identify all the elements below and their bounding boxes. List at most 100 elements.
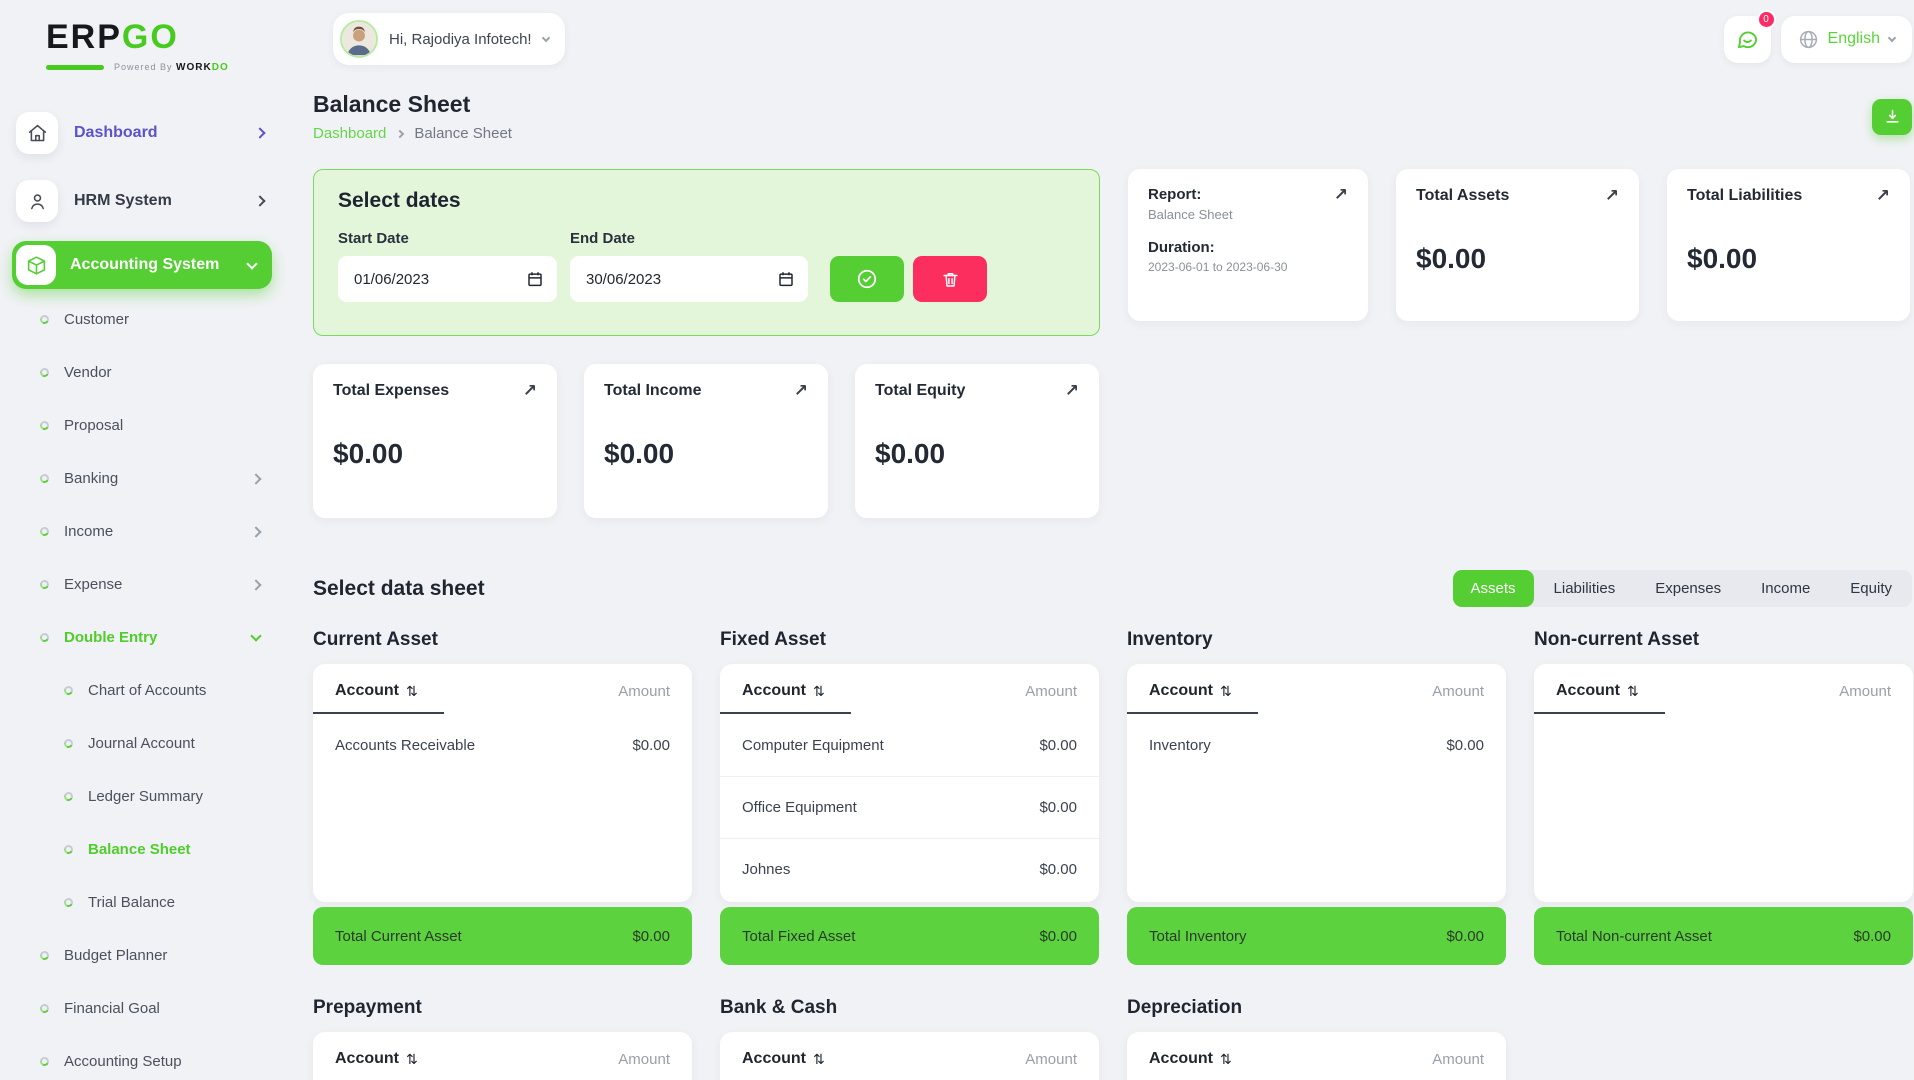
account-sort-header[interactable]: Account ⇅ (720, 1032, 851, 1080)
tab-expenses[interactable]: Expenses (1655, 580, 1722, 597)
language-selector[interactable]: English (1780, 15, 1912, 63)
chat-icon (1737, 30, 1757, 48)
tab-assets[interactable]: Assets (1452, 570, 1534, 607)
expand-arrow-icon[interactable]: ↗ (793, 381, 808, 400)
breadcrumb: Dashboard Balance Sheet (313, 125, 512, 142)
globe-icon (1799, 30, 1817, 48)
expand-arrow-icon[interactable]: ↗ (1333, 185, 1348, 204)
total-assets-value: $0.00 (1416, 243, 1487, 274)
chevron-right-icon (254, 127, 266, 139)
account-sort-header[interactable]: Account ⇅ (1534, 664, 1665, 714)
page-title: Balance Sheet (313, 91, 471, 117)
expand-arrow-icon[interactable]: ↗ (1875, 186, 1890, 205)
chevron-down-icon (250, 630, 262, 642)
messages-button[interactable]: 0 (1723, 9, 1776, 63)
tables-grid: Current Asset Account ⇅ Amount Accounts R… (313, 629, 1913, 1080)
sidebar-item-journal-account[interactable]: Journal Account (0, 717, 286, 770)
bullet-icon (62, 896, 75, 909)
sidebar-item-banking[interactable]: Banking (0, 452, 286, 505)
sidebar-item-income[interactable]: Income (0, 505, 286, 558)
user-menu[interactable]: Hi, Rajodiya Infotech! (333, 13, 565, 65)
sidebar-item-financial-goal[interactable]: Financial Goal (0, 982, 286, 1035)
tab-liabilities[interactable]: Liabilities (1553, 580, 1616, 597)
tab-income[interactable]: Income (1761, 580, 1811, 597)
breadcrumb-dashboard[interactable]: Dashboard (313, 125, 387, 142)
logo-erp: ERP (46, 18, 122, 56)
expand-arrow-icon[interactable]: ↗ (1064, 381, 1079, 400)
total-equity-card: Total Equity ↗ $0.00 (855, 364, 1099, 518)
end-date-label: End Date (570, 230, 636, 247)
depreciation-section: Depreciation Account ⇅ Amount (1127, 997, 1506, 1080)
bullet-icon (62, 684, 75, 697)
chevron-down-icon (1887, 33, 1897, 42)
report-summary-card: Report: Balance Sheet ↗ Duration: 2023-0… (1128, 169, 1368, 321)
download-button[interactable] (1872, 98, 1912, 135)
breadcrumb-current: Balance Sheet (414, 125, 512, 142)
cube-icon (16, 245, 56, 285)
sidebar-item-accounting-setup[interactable]: Accounting Setup (0, 1035, 286, 1080)
account-sort-header[interactable]: Account ⇅ (1127, 1032, 1258, 1080)
sidebar-item-balance-sheet[interactable]: Balance Sheet (0, 823, 286, 876)
sidebar-item-dashboard[interactable]: Dashboard (0, 99, 286, 167)
sidebar-item-hrm-system[interactable]: HRM System (0, 167, 286, 235)
datasheet-header: Select data sheet Assets Liabilities Exp… (313, 570, 1912, 607)
expand-arrow-icon[interactable]: ↗ (522, 381, 537, 400)
datasheet-title: Select data sheet (313, 576, 485, 600)
end-date-input[interactable] (570, 256, 808, 302)
sidebar-item-accounting-system[interactable]: Accounting System (12, 241, 272, 289)
total-expenses-card: Total Expenses ↗ $0.00 (313, 364, 557, 518)
sidebar-item-label: Accounting System (70, 256, 220, 273)
sort-icon: ⇅ (1220, 682, 1232, 699)
apply-dates-button[interactable] (830, 256, 904, 302)
expand-arrow-icon[interactable]: ↗ (1604, 186, 1619, 205)
total-liabilities-card: Total Liabilities ↗ $0.00 (1667, 169, 1910, 321)
bullet-icon (38, 578, 51, 591)
bullet-icon (38, 1055, 51, 1068)
clear-dates-button[interactable] (913, 256, 987, 302)
sidebar-item-double-entry[interactable]: Double Entry (0, 611, 286, 664)
sidebar-item-trial-balance[interactable]: Trial Balance (0, 876, 286, 929)
sidebar-item-chart-of-accounts[interactable]: Chart of Accounts (0, 664, 286, 717)
sidebar-item-label: HRM System (74, 192, 172, 209)
app-logo[interactable]: ERPGO Powered By WORKDO (46, 20, 286, 73)
account-sort-header[interactable]: Account ⇅ (720, 664, 851, 714)
account-sort-header[interactable]: Account ⇅ (1127, 664, 1258, 714)
chevron-right-icon (250, 472, 262, 485)
filter-row: Select dates Start Date End Date (313, 169, 1912, 336)
start-date-input[interactable] (338, 256, 557, 302)
chevron-right-icon (254, 195, 266, 207)
inventory-section: Inventory Account ⇅ Amount Inventory $0.00… (1127, 629, 1506, 965)
total-row: Total Inventory $0.00 (1127, 907, 1506, 965)
bullet-icon (38, 1002, 51, 1015)
total-row: Total Non-current Asset $0.00 (1534, 907, 1913, 965)
total-assets-card: Total Assets ↗ $0.00 (1396, 169, 1639, 321)
sidebar-nav: Dashboard HRM System Accounting System C… (0, 99, 286, 1080)
bullet-icon (38, 472, 51, 485)
sort-icon: ⇅ (1627, 682, 1639, 699)
account-sort-header[interactable]: Account ⇅ (313, 664, 444, 714)
main-content: Hi, Rajodiya Infotech! 0 English Balance… (286, 0, 1914, 1080)
sort-icon: ⇅ (813, 1050, 825, 1067)
sidebar-item-customer[interactable]: Customer (0, 293, 286, 346)
datasheet-tabs: Assets Liabilities Expenses Income Equit… (1452, 570, 1912, 607)
page-header: Balance Sheet Dashboard Balance Sheet (313, 91, 1912, 142)
sort-icon: ⇅ (1220, 1050, 1232, 1067)
bank-cash-section: Bank & Cash Account ⇅ Amount (720, 997, 1099, 1080)
table-row: Office Equipment $0.00 (720, 776, 1099, 838)
sidebar-item-budget-planner[interactable]: Budget Planner (0, 929, 286, 982)
account-sort-header[interactable]: Account ⇅ (313, 1032, 444, 1080)
person-icon (16, 180, 58, 222)
sidebar-item-vendor[interactable]: Vendor (0, 346, 286, 399)
home-icon (16, 112, 58, 154)
select-dates-title: Select dates (338, 189, 461, 212)
sidebar-item-ledger-summary[interactable]: Ledger Summary (0, 770, 286, 823)
tab-equity[interactable]: Equity (1850, 580, 1892, 597)
bullet-icon (62, 843, 75, 856)
prepayment-section: Prepayment Account ⇅ Amount (313, 997, 692, 1080)
bullet-icon (38, 419, 51, 432)
total-liabilities-value: $0.00 (1687, 243, 1758, 274)
chevron-right-icon (250, 525, 262, 538)
trash-icon (942, 272, 958, 287)
sidebar-item-expense[interactable]: Expense (0, 558, 286, 611)
sidebar-item-proposal[interactable]: Proposal (0, 399, 286, 452)
